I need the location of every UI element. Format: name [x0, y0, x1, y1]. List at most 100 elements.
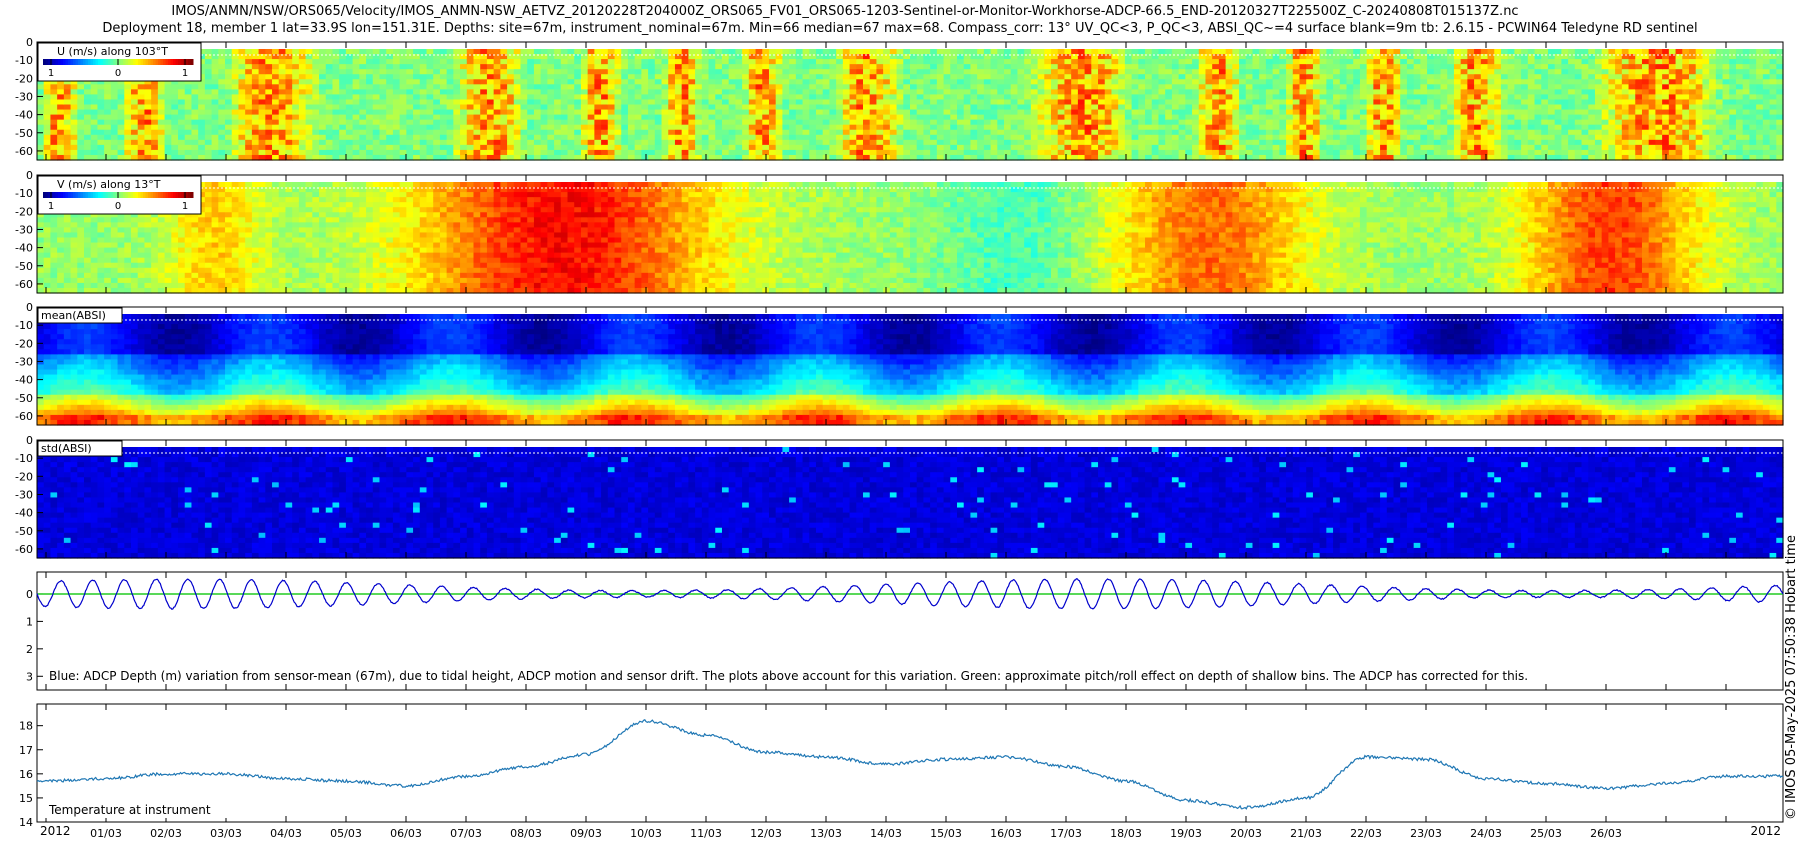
heatmap-cell: [1406, 54, 1415, 60]
heatmap-cell: [1400, 69, 1408, 75]
heatmap-cell: [728, 54, 736, 60]
heatmap-cell: [1225, 144, 1233, 151]
heatmap-cell: [601, 49, 609, 55]
heatmap-cell: [1245, 84, 1254, 90]
heatmap-cell: [547, 74, 555, 80]
heatmap-cell: [1131, 129, 1139, 136]
heatmap-cell: [1306, 129, 1314, 136]
heatmap-cell: [815, 129, 824, 136]
heatmap-cell: [278, 119, 287, 126]
heatmap-cell: [554, 154, 562, 161]
heatmap-cell: [634, 84, 642, 90]
heatmap-cell: [1413, 49, 1421, 55]
heatmap-cell: [1232, 124, 1240, 131]
heatmap-cell: [1118, 114, 1126, 121]
heatmap-cell: [406, 114, 414, 121]
heatmap-cell: [366, 54, 374, 60]
heatmap-cell: [641, 154, 649, 161]
heatmap-cell: [614, 114, 622, 121]
heatmap-cell: [1205, 154, 1213, 161]
heatmap-cell: [809, 49, 817, 55]
heatmap-cell: [1118, 49, 1126, 55]
heatmap-cell: [1051, 64, 1059, 70]
heatmap-cell: [251, 149, 260, 156]
heatmap-cell: [641, 94, 649, 101]
heatmap-cell: [1292, 104, 1301, 111]
heatmap-cell: [1024, 139, 1032, 146]
heatmap-cell: [520, 99, 528, 106]
heatmap-cell: [84, 139, 92, 146]
heatmap-cell: [1326, 89, 1334, 96]
heatmap-cell: [795, 64, 804, 70]
heatmap-cell: [1400, 154, 1408, 161]
heatmap-cell: [70, 99, 78, 106]
heatmap-cell: [708, 124, 716, 131]
heatmap-cell: [547, 154, 555, 161]
heatmap-cell: [433, 124, 441, 131]
heatmap-cell: [164, 114, 172, 121]
heatmap-cell: [238, 129, 246, 136]
heatmap-cell: [1024, 119, 1032, 126]
heatmap-cell: [1252, 104, 1260, 111]
heatmap-cell: [990, 49, 998, 55]
heatmap-cell: [715, 84, 723, 90]
heatmap-cell: [439, 144, 448, 151]
heatmap-cell: [486, 129, 495, 136]
heatmap-cell: [889, 104, 898, 111]
heatmap-cell: [1527, 69, 1536, 75]
heatmap-cell: [1077, 79, 1086, 85]
heatmap-cell: [1232, 149, 1240, 156]
heatmap-cell: [1259, 144, 1267, 151]
heatmap-cell: [916, 129, 925, 136]
heatmap-cell: [319, 84, 327, 90]
heatmap-cell: [547, 114, 555, 121]
heatmap-cell: [1353, 74, 1361, 80]
heatmap-cell: [164, 144, 172, 151]
heatmap-cell: [265, 84, 273, 90]
heatmap-cell: [507, 54, 515, 60]
heatmap-cell: [1198, 69, 1207, 75]
heatmap-cell: [1151, 129, 1160, 136]
heatmap-cell: [426, 119, 434, 126]
heatmap-cell: [1474, 64, 1482, 70]
heatmap-cell: [204, 94, 213, 101]
heatmap-cell: [359, 64, 367, 70]
heatmap-cell: [1527, 59, 1536, 65]
heatmap-cell: [1245, 89, 1254, 96]
heatmap-cell: [1111, 124, 1119, 131]
heatmap-cell: [1091, 79, 1099, 85]
heatmap-cell: [245, 149, 253, 156]
heatmap-cell: [688, 54, 696, 60]
heatmap-cell: [406, 74, 414, 80]
heatmap-cell: [943, 89, 951, 96]
heatmap-cell: [829, 124, 837, 131]
heatmap-cell: [903, 69, 911, 75]
heatmap-cell: [1252, 139, 1260, 146]
heatmap-cell: [225, 64, 233, 70]
heatmap-cell: [1051, 114, 1059, 121]
heatmap-cell: [614, 139, 622, 146]
heatmap-cell: [366, 69, 374, 75]
heatmap-cell: [198, 69, 206, 75]
heatmap-cell: [1433, 144, 1442, 151]
heatmap-cell: [567, 54, 575, 60]
heatmap-cell: [258, 144, 266, 151]
heatmap-cell: [775, 99, 784, 106]
heatmap-cell: [1400, 89, 1408, 96]
heatmap-cell: [587, 119, 595, 126]
heatmap-cell: [634, 64, 642, 70]
heatmap-cell: [1145, 89, 1153, 96]
heatmap-cell: [648, 84, 656, 90]
heatmap-cell: [594, 74, 602, 80]
heatmap-cell: [768, 94, 777, 101]
heatmap-cell: [681, 124, 689, 131]
heatmap-cell: [466, 69, 475, 75]
heatmap-cell: [802, 64, 810, 70]
heatmap-cell: [37, 79, 45, 85]
heatmap-cell: [621, 109, 629, 116]
heatmap-cell: [386, 109, 394, 116]
heatmap-cell: [768, 84, 777, 90]
heatmap-cell: [876, 109, 884, 116]
heatmap-cell: [567, 114, 575, 121]
heatmap-cell: [1279, 124, 1287, 131]
